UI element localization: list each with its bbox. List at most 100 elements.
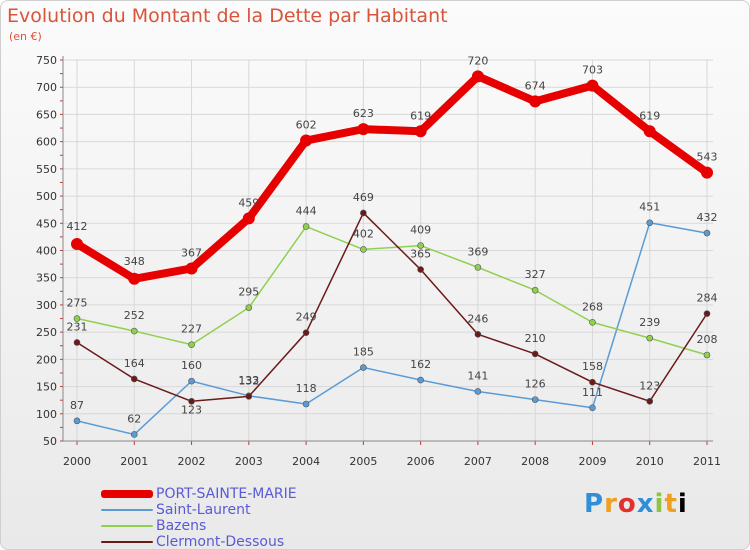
data-label: 210 <box>525 332 546 345</box>
y-tick-label: 550 <box>36 163 57 176</box>
y-tick-label: 300 <box>36 299 57 312</box>
data-label: 602 <box>296 119 317 132</box>
data-label: 409 <box>410 224 431 237</box>
data-label: 284 <box>697 292 718 305</box>
data-label: 365 <box>410 248 431 261</box>
x-tick-label: 2005 <box>349 455 377 468</box>
data-point <box>703 310 711 317</box>
data-point <box>130 431 138 438</box>
y-tick-label: 450 <box>36 217 57 230</box>
data-label: 126 <box>525 378 546 391</box>
data-point <box>646 219 654 227</box>
data-label: 402 <box>353 227 374 240</box>
data-label: 275 <box>67 297 88 310</box>
data-label: 133 <box>238 374 259 387</box>
data-point <box>589 319 596 326</box>
data-label: 252 <box>124 309 145 322</box>
data-point <box>357 123 370 136</box>
data-label: 62 <box>127 412 141 425</box>
data-point <box>130 375 138 383</box>
legend-item: Bazens <box>101 518 297 534</box>
x-tick-label: 2006 <box>407 455 435 468</box>
x-tick-label: 2007 <box>464 455 492 468</box>
series-line-port-sainte-marie <box>73 72 711 283</box>
data-label: 367 <box>181 246 202 259</box>
data-point <box>586 79 599 92</box>
data-label: 185 <box>353 346 374 359</box>
data-label: 295 <box>238 286 259 299</box>
data-label: 327 <box>525 268 546 281</box>
data-point <box>531 286 539 294</box>
data-label: 703 <box>582 64 603 77</box>
data-point <box>302 329 310 336</box>
data-label: 118 <box>296 382 317 395</box>
chart-title: Evolution du Montant de la Dette par Hab… <box>7 5 448 27</box>
y-tick-label: 750 <box>36 54 57 67</box>
y-tick-label: 250 <box>36 326 57 339</box>
data-label: 369 <box>467 245 488 258</box>
data-point <box>589 404 596 412</box>
x-tick-label: 2008 <box>521 455 549 468</box>
proxiti-logo: Proxiti <box>584 489 688 519</box>
legend-label: PORT-SAINTE-MARIE <box>156 486 297 502</box>
line-chart: 50 100 150 200 250 300 350 400 450 500 550 600 650 70… <box>36 54 721 468</box>
data-label: 543 <box>697 151 718 164</box>
data-point <box>188 341 195 348</box>
data-point <box>531 396 539 403</box>
data-point <box>471 70 484 83</box>
legend-item: Saint-Laurent <box>101 502 297 518</box>
data-point <box>73 315 81 322</box>
data-point <box>188 397 195 405</box>
x-tick-label: 2004 <box>292 455 320 468</box>
data-point <box>474 388 482 395</box>
data-point <box>302 223 310 230</box>
data-point <box>71 237 83 250</box>
series-line-bazens <box>76 225 708 356</box>
data-point <box>703 229 711 237</box>
legend-label: Bazens <box>156 518 207 534</box>
y-tick-label: 150 <box>36 381 57 394</box>
y-tick-label: 500 <box>36 190 57 203</box>
series-line-clermont-dessous <box>76 212 708 403</box>
data-point <box>701 166 713 179</box>
data-point <box>360 364 367 371</box>
legend-label: Clermont-Dessous <box>156 534 285 550</box>
data-label: 208 <box>697 333 718 346</box>
data-label: 87 <box>70 399 84 412</box>
legend-swatch <box>101 525 153 527</box>
x-tick-label: 2000 <box>63 455 91 468</box>
data-label: 231 <box>67 320 88 333</box>
series-line-saint-laurent <box>76 221 708 436</box>
data-label: 158 <box>582 360 603 373</box>
data-point <box>417 376 424 384</box>
data-point <box>529 95 542 108</box>
data-point <box>417 266 424 273</box>
data-point <box>245 393 253 400</box>
y-tick-label: 700 <box>36 81 57 94</box>
x-tick-label: 2002 <box>178 455 206 468</box>
data-point <box>360 209 367 217</box>
data-label: 162 <box>410 358 431 371</box>
data-label: 674 <box>525 79 546 92</box>
data-label: 123 <box>181 403 202 416</box>
data-label: 141 <box>467 369 488 382</box>
y-tick-label: 200 <box>36 353 57 366</box>
x-tick-label: 2001 <box>120 455 148 468</box>
y-tick-label: 50 <box>43 435 57 448</box>
data-point <box>643 125 656 138</box>
data-label: 249 <box>296 311 317 324</box>
data-label: 268 <box>582 300 603 313</box>
data-label: 619 <box>639 109 660 122</box>
data-label: 469 <box>353 191 374 204</box>
chart-subtitle: (en €) <box>9 30 42 43</box>
legend-label: Saint-Laurent <box>156 502 251 518</box>
data-label: 246 <box>467 312 488 325</box>
data-point <box>130 327 138 335</box>
legend-swatch <box>101 490 153 498</box>
data-point <box>188 377 195 385</box>
data-point <box>414 125 427 138</box>
data-point <box>646 397 654 405</box>
data-label: 451 <box>639 201 660 214</box>
data-point <box>531 350 539 358</box>
